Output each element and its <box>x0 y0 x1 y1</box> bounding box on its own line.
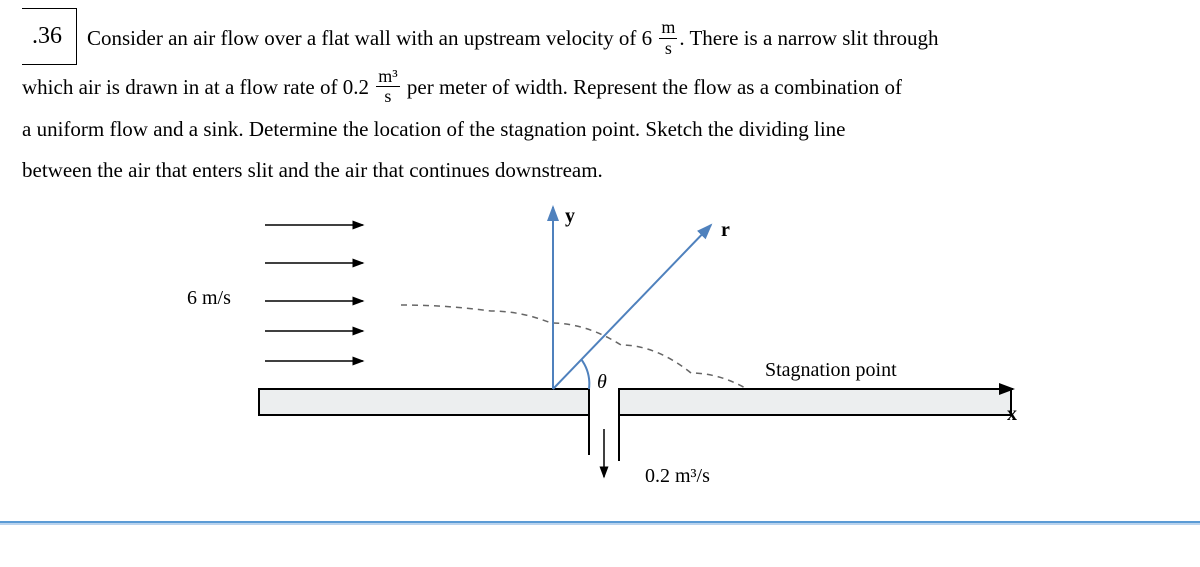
fraction-m-over-s: ms <box>659 18 677 59</box>
text-seg: . There is a narrow slit through <box>679 26 938 50</box>
theta-label: θ <box>597 371 607 394</box>
text-seg: a uniform flow and a sink. Determine the… <box>22 117 845 141</box>
text-seg: between the air that enters slit and the… <box>22 158 603 182</box>
text-seg: per meter of width. Represent the flow a… <box>402 75 902 99</box>
text-seg: which air is drawn in at a flow rate of … <box>22 75 374 99</box>
text-seg: Consider an air flow over a flat wall wi… <box>87 26 657 50</box>
velocity-label: 6 m/s <box>187 287 231 310</box>
problem-number: .36 <box>22 8 77 65</box>
x-axis-label: x <box>1007 403 1017 426</box>
y-axis-label: y <box>565 205 575 228</box>
sink-rate-label: 0.2 m³/s <box>645 465 710 488</box>
r-axis-label: r <box>721 219 730 242</box>
fraction-m3-over-s: m³s <box>376 67 399 108</box>
stagnation-point-label: Stagnation point <box>765 359 897 382</box>
figure: 6 m/s y r θ x Stagnation point 0.2 m³/s <box>151 197 1031 517</box>
problem-text: .36 Consider an air flow over a flat wall… <box>22 10 1160 191</box>
footer-rule <box>0 521 1200 525</box>
